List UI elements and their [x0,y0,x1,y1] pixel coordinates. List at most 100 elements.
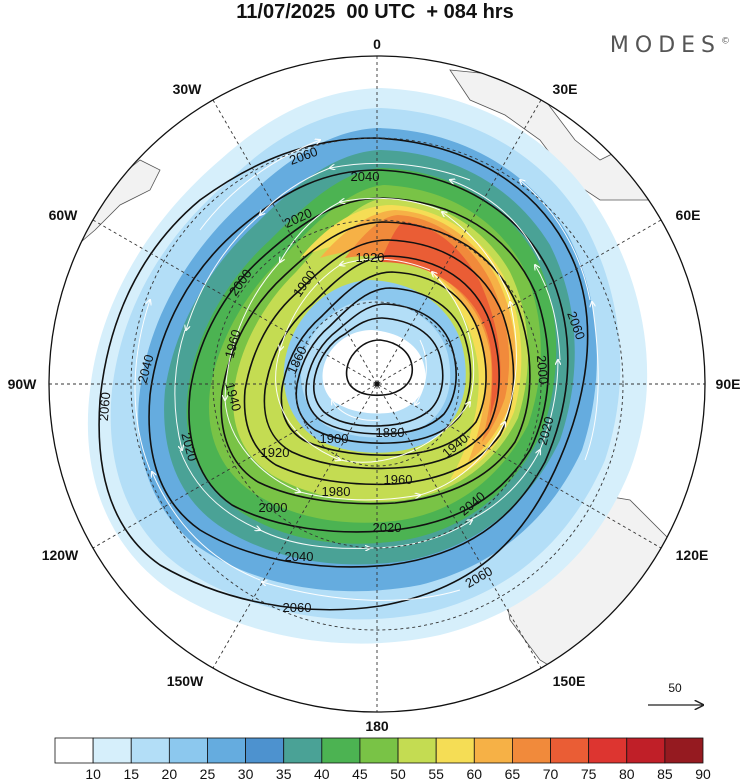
contour-label: 2060 [283,600,312,615]
colorbar-tick-label: 35 [276,766,292,782]
longitude-labels: 0 30E 60E 90E 120E 150E 180 150W 120W 90… [8,36,741,734]
lon-label-180: 180 [365,718,389,734]
streamline [225,261,281,400]
streamline [280,264,341,350]
streamline [442,212,511,301]
colorbar-tick-label: 60 [467,766,483,782]
contour-label: 1920 [261,445,290,460]
shade-75 [380,222,501,418]
contour-label: 2040 [285,549,314,564]
colorbar-swatch [207,737,246,764]
contour-label: 2020 [373,520,402,535]
colorbar-tick-label: 20 [162,766,178,782]
streamline [179,449,260,530]
streamline [280,201,341,262]
colorbar-swatch [664,737,704,764]
contour-label: 1960 [384,472,413,487]
colorbar-swatch [359,737,399,764]
contour-1980 [243,239,515,486]
contour-1920 [295,287,472,444]
contour-1940 [280,271,487,456]
streamline [450,180,541,261]
modes-logo: MODES© [610,33,730,58]
lon-label-60e: 60E [676,207,701,223]
south-pole-marker [374,381,380,387]
contour-1880 [312,317,444,427]
colorbar-tick-label: 75 [581,766,597,782]
colorbar-tick-label: 30 [238,766,254,782]
lon-label-60w: 60W [49,207,79,223]
contour-label: 1980 [322,484,351,499]
colorbar-swatch [168,737,208,764]
contour-1900 [305,303,457,435]
lon-label-150e: 150E [553,673,586,689]
streamline [584,302,599,461]
contour-label: 2000 [534,355,551,385]
contour-label: 1920 [356,250,385,265]
streamline [199,140,320,231]
colorbar-swatch [92,737,132,764]
meridian [212,99,542,669]
colorbar-tick-label: 25 [200,766,216,782]
contour-1960 [263,255,500,470]
copyright-mark: © [721,36,730,47]
streamline [275,349,340,460]
lon-label-0: 0 [373,36,381,52]
streamline [520,180,591,301]
height-contours [98,137,589,611]
lon-label-90w: 90W [8,376,38,392]
lon-label-30w: 30W [173,81,203,97]
contour-label: 2020 [535,415,557,447]
colorbar-tick-label: 55 [428,766,444,782]
streamline [262,582,461,601]
wind-streamlines [134,140,599,601]
map-border [48,55,706,713]
contour-label: 1940 [222,381,244,413]
map-body [49,56,705,712]
lon-label-120w: 120W [42,547,79,563]
contour-label: 2040 [351,169,380,184]
streamline [504,302,517,421]
colorbar-tick-label: 45 [352,766,368,782]
reference-vector: 50 [648,681,703,705]
contour-2040 [148,169,569,568]
meridian [212,99,542,669]
streamline [432,272,475,401]
colorbar-swatch [397,737,437,764]
contour-2000 [220,221,531,505]
colorbar-swatch [588,737,628,764]
streamline [152,472,261,581]
colorbar-swatch [321,737,361,764]
brand-text: MODES [609,33,721,58]
colorbar-tick-label: 10 [85,766,101,782]
graticule [49,56,705,712]
shade-core-10 [322,330,426,414]
streamline [419,422,505,496]
meridian [92,219,662,549]
streamline [369,520,472,549]
streamline [134,300,150,471]
contour-label: 2020 [178,431,200,463]
streamline [174,329,186,450]
colorbar-tick-label: 15 [123,766,139,782]
colorbar-tick-label: 50 [390,766,406,782]
contour-2020 [188,197,550,533]
colorbar-swatch [550,737,590,764]
streamline [340,197,441,211]
contour-label: 1880 [376,425,405,440]
colorbar-swatch [54,737,94,764]
streamline [469,450,540,521]
latitude-circle [130,137,624,631]
contour-2060 [98,137,589,611]
colorbar-swatch [245,737,285,764]
colorbar-swatch [435,737,475,764]
streamline [332,400,381,421]
streamline [535,265,561,361]
colorbar: 10 15 20 25 30 35 40 45 50 55 60 65 70 75 80 85 90 [54,737,711,782]
contour-label: 2060 [96,392,113,422]
streamline [539,360,558,451]
streamline [299,491,420,501]
streamline [330,162,471,181]
colorbar-tick-label: 70 [543,766,559,782]
contour-label: 1960 [222,328,244,360]
